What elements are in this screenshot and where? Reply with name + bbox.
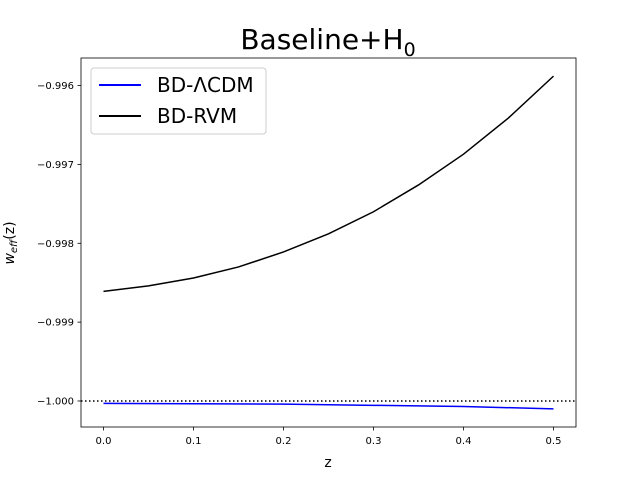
x-tick-label: 0.2: [276, 436, 292, 447]
chart-title-main: Baseline+H: [240, 23, 403, 56]
series-line-0: [103, 402, 554, 410]
legend-label-1: BD-RVM: [157, 104, 237, 128]
chart-title: Baseline+H0: [240, 23, 415, 61]
x-axis-label: z: [324, 455, 331, 471]
y-axis-label: weff(z): [2, 221, 20, 264]
plot-area: 0.0 0.1 0.2 0.3 0.4 0.5 −1.000 −0.999 −0.998 −0.9…: [37, 57, 577, 447]
y-tick-label: −0.996: [37, 81, 74, 92]
series-line-1: [103, 75, 555, 293]
x-tick-label: 0.0: [96, 436, 112, 447]
y-tick-label: −0.999: [37, 318, 74, 329]
y-axis-label-suffix: (z): [2, 221, 18, 239]
y-tick-label: −1.000: [37, 396, 74, 407]
y-axis-label-subscript: eff: [9, 238, 20, 253]
chart-title-subscript: 0: [404, 39, 416, 61]
legend: BD-ΛCDM BD-RVM: [90, 67, 267, 135]
y-axis-label-main: w: [2, 253, 18, 265]
y-tick-label: −0.997: [37, 160, 74, 171]
axes-frame: [80, 57, 577, 428]
y-tick-label: −0.998: [37, 239, 74, 250]
x-tick-label: 0.3: [366, 436, 382, 447]
x-tick-label: 0.4: [456, 436, 472, 447]
legend-label-0: BD-ΛCDM: [157, 73, 254, 97]
x-tick-label: 0.1: [186, 436, 202, 447]
x-tick-label: 0.5: [546, 436, 562, 447]
